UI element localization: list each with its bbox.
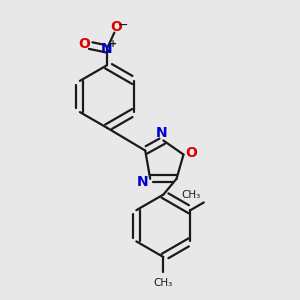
Text: −: − bbox=[117, 19, 128, 32]
Text: O: O bbox=[185, 146, 197, 160]
Text: N: N bbox=[101, 42, 113, 56]
Text: O: O bbox=[110, 20, 122, 34]
Text: +: + bbox=[110, 39, 118, 49]
Text: CH₃: CH₃ bbox=[154, 278, 173, 288]
Text: N: N bbox=[137, 175, 148, 189]
Text: CH₃: CH₃ bbox=[181, 190, 200, 200]
Text: N: N bbox=[156, 126, 168, 140]
Text: O: O bbox=[78, 38, 90, 52]
